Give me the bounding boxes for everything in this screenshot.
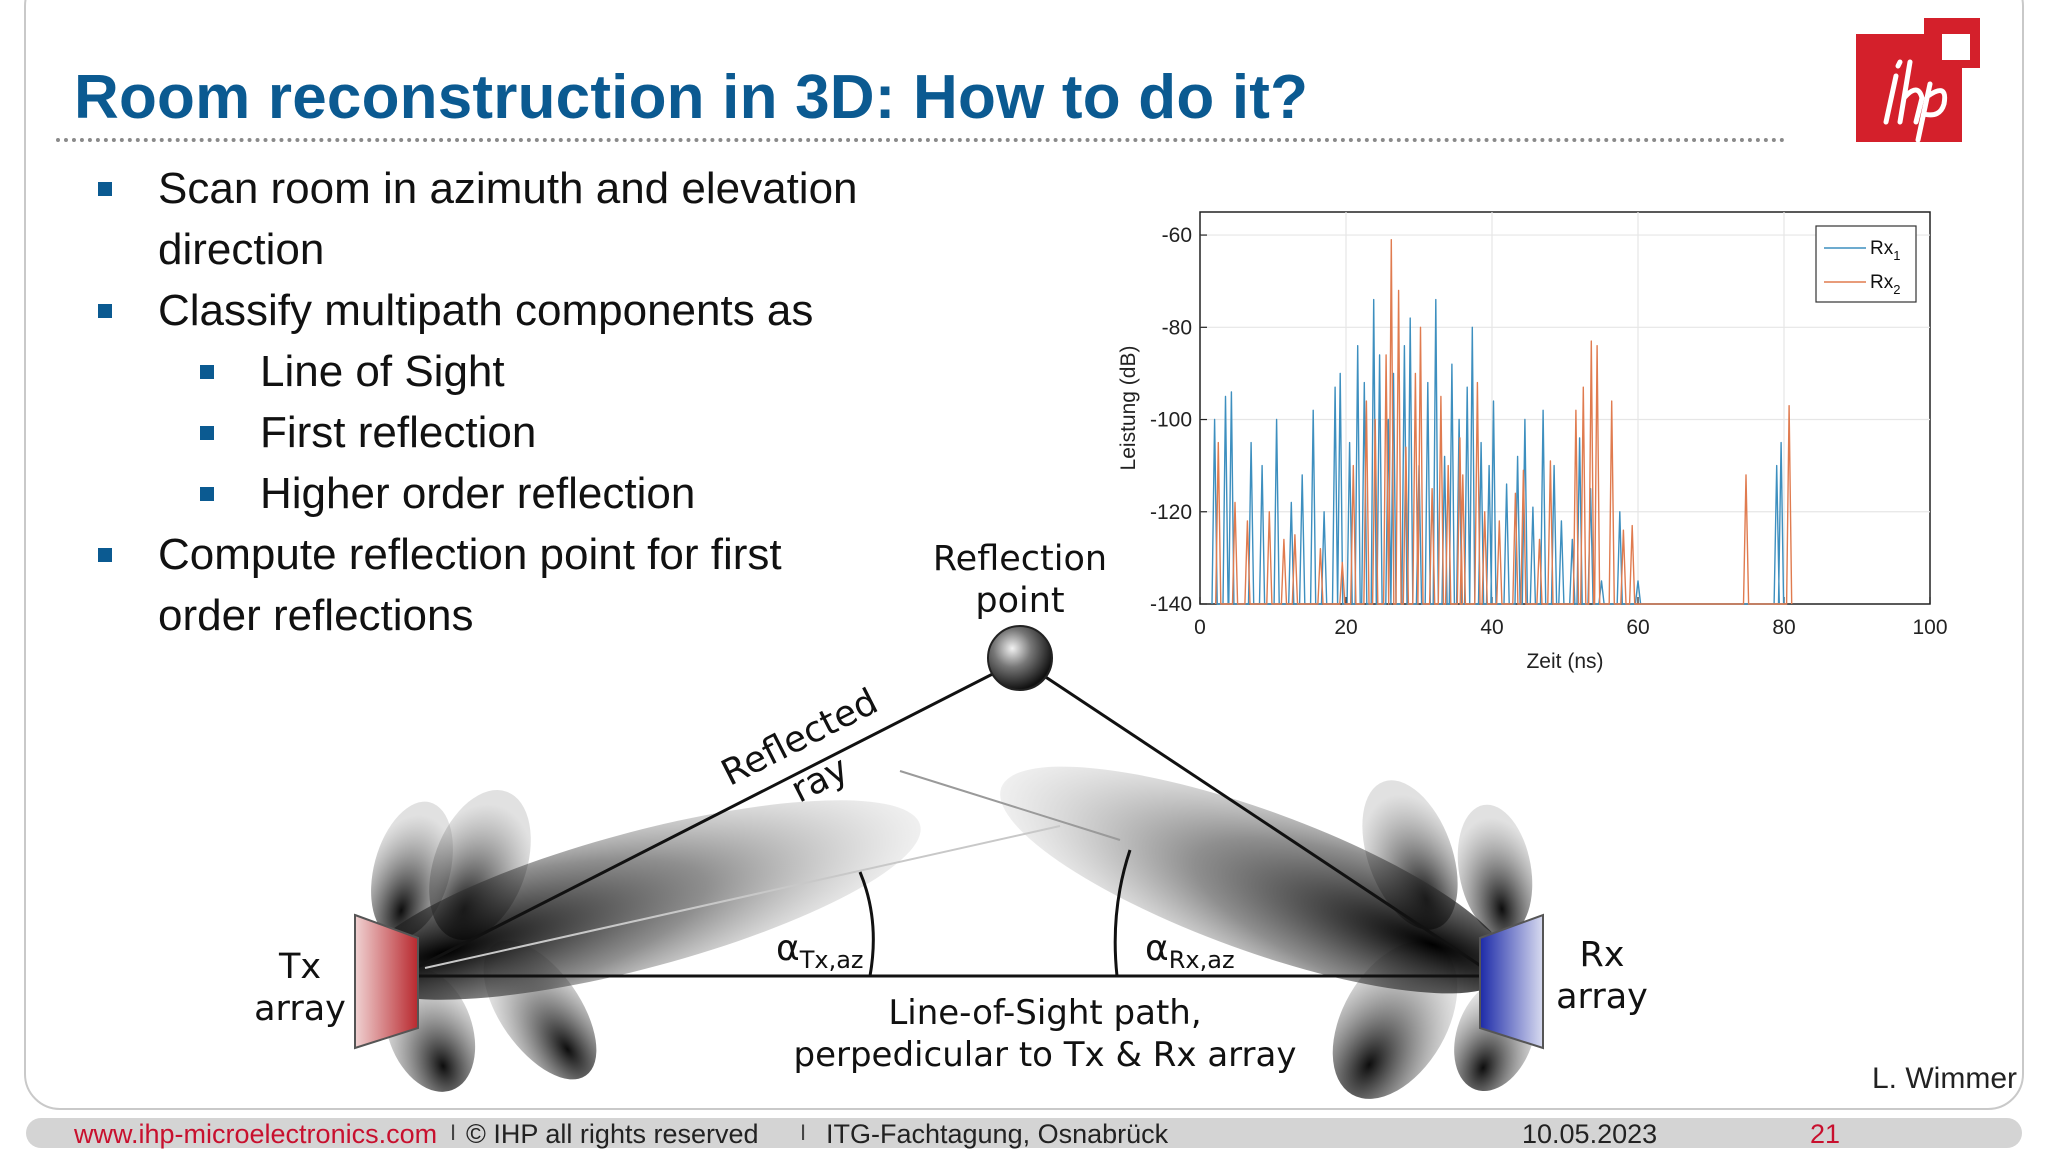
- legend-entry-rx2: Rx2: [1870, 272, 1900, 297]
- rx-beam-pattern: [1000, 766, 1536, 1099]
- bullet-item: Classify multipath components as: [90, 280, 1050, 341]
- reflected-ray-rx: [1019, 658, 1497, 978]
- legend-name: Rx: [1870, 272, 1894, 293]
- sub-bullet-item: First reflection: [90, 402, 1050, 463]
- angle-arc-rx: [1113, 849, 1132, 977]
- bullet-text: Line of Sight: [260, 347, 505, 396]
- angle-arc-tx: [858, 871, 875, 977]
- y-tick-label: -80: [1162, 316, 1192, 339]
- footer-bar: [26, 1118, 2022, 1148]
- rx-array: [1479, 913, 1544, 1050]
- x-tick-label: 80: [1772, 616, 1795, 639]
- y-axis-label: Leistung (dB): [1117, 346, 1140, 471]
- x-tick-label: 0: [1194, 616, 1206, 639]
- tx-array-label: array: [254, 989, 346, 1029]
- rx-array-label: array: [1556, 977, 1648, 1017]
- alpha-subscript: Tx,az: [799, 946, 864, 974]
- chart-legend: Rx1 Rx2: [1815, 225, 1917, 303]
- footer-date: 10.05.2023: [1522, 1119, 1658, 1149]
- sub-bullet-item: Higher order reflection: [90, 463, 1050, 524]
- footer-separator: I: [450, 1120, 457, 1145]
- bullet-text: Higher order reflection: [260, 469, 696, 518]
- legend-sub: 2: [1893, 282, 1900, 297]
- projection-line: [899, 770, 1121, 841]
- bullet-text: direction: [158, 225, 325, 274]
- bullet-item: Scan room in azimuth and elevation direct…: [90, 158, 1050, 280]
- series-line-rx2: [1215, 239, 1793, 605]
- tx-array: [354, 913, 419, 1050]
- y-tick-label: -140: [1150, 593, 1192, 616]
- x-tick-label: 100: [1912, 616, 1947, 639]
- alpha-rx-label: αRx,az: [1145, 928, 1235, 974]
- y-tick-label: -120: [1150, 501, 1192, 524]
- legend-sub: 1: [1893, 248, 1900, 263]
- reflection-point-label: Reflection: [933, 539, 1107, 579]
- los-label: Line-of-Sight path,: [888, 993, 1201, 1033]
- bullet-text: Classify multipath components as: [158, 286, 814, 335]
- author-credit: L. Wimmer: [1872, 1062, 2017, 1095]
- bullet-item: Compute reflection point for first order …: [90, 524, 1050, 646]
- title-divider: [56, 138, 1786, 142]
- bullet-marker: [98, 182, 112, 196]
- plot-area: [1199, 211, 1931, 605]
- bullet-text: order reflections: [158, 591, 474, 640]
- x-axis-label: Zeit (ns): [1526, 650, 1603, 673]
- reflected-ray-tx: [399, 658, 1021, 978]
- reflection-point-marker: [987, 625, 1053, 691]
- y-tick-label: -100: [1150, 409, 1192, 432]
- projection-line: [424, 825, 1061, 969]
- bullet-marker: [200, 365, 214, 379]
- los-label: perpedicular to Tx & Rx array: [794, 1035, 1297, 1075]
- bullet-marker: [98, 548, 112, 562]
- footer-separator: I: [800, 1120, 807, 1145]
- ihp-logo: [1856, 18, 1980, 143]
- reflection-point-label: point: [975, 581, 1064, 621]
- x-tick-label: 20: [1334, 616, 1357, 639]
- y-tick-label: -60: [1162, 224, 1192, 247]
- bullet-marker: [200, 426, 214, 440]
- x-tick-label: 40: [1480, 616, 1503, 639]
- bullet-list: Scan room in azimuth and elevation direct…: [90, 158, 1050, 646]
- legend-box: [1815, 225, 1917, 303]
- alpha-tx-label: αTx,az: [776, 928, 864, 974]
- alpha-symbol: α: [776, 928, 800, 969]
- footer-website-link[interactable]: www.ihp-microelectronics.com: [74, 1119, 438, 1149]
- bullet-text: First reflection: [260, 408, 537, 457]
- tx-array-label: Tx: [278, 947, 321, 987]
- footer-page-number: 21: [1810, 1119, 1841, 1149]
- bullet-text: Compute reflection point for first: [158, 530, 782, 579]
- x-tick-label: 60: [1626, 616, 1649, 639]
- rx-array-label: Rx: [1579, 935, 1624, 975]
- footer-copyright: © IHP all rights reserved: [466, 1119, 759, 1149]
- slide-title: Room reconstruction in 3D: How to do it?: [74, 63, 1309, 132]
- bullet-text: Scan room in azimuth and elevation: [158, 164, 858, 213]
- bullet-marker: [200, 487, 214, 501]
- power-delay-chart: 0 20 40 60 80 100 -60 -80 -100 -120 -140 Zeit (ns)…: [1117, 211, 1948, 673]
- series-line-rx1: [1211, 298, 1785, 605]
- footer-event: ITG-Fachtagung, Osnabrück: [826, 1119, 1169, 1149]
- alpha-symbol: α: [1145, 928, 1169, 969]
- legend-name: Rx: [1870, 238, 1894, 259]
- bullet-marker: [98, 304, 112, 318]
- sub-bullet-item: Line of Sight: [90, 341, 1050, 402]
- alpha-subscript: Rx,az: [1169, 946, 1235, 974]
- legend-entry-rx1: Rx1: [1870, 238, 1900, 263]
